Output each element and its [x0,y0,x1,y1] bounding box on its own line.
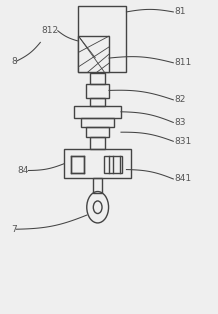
Text: 841: 841 [174,175,192,183]
Text: 8: 8 [11,57,17,66]
Bar [74,106,121,118]
Bar [90,137,105,149]
Text: 7: 7 [11,225,17,234]
Text: 83: 83 [174,118,186,127]
Text: 811: 811 [174,58,192,67]
Bar [90,73,105,84]
Text: 831: 831 [174,137,192,146]
Bar [78,36,109,72]
Bar [81,118,114,127]
Bar [90,98,105,106]
Bar [64,149,131,178]
Bar [104,156,122,173]
Text: 812: 812 [41,26,59,35]
Text: 84: 84 [17,166,29,175]
Bar [86,84,109,98]
Text: 82: 82 [174,95,186,104]
Text: 81: 81 [174,8,186,16]
Bar [86,127,109,137]
Bar [78,6,126,72]
Bar [93,178,102,193]
Bar [71,156,84,173]
